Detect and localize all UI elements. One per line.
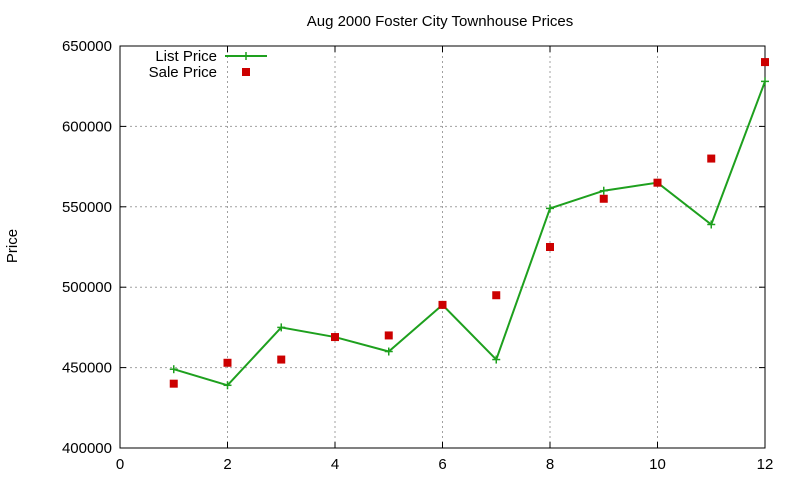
y-tick-label: 550000 bbox=[62, 199, 112, 216]
list-price-point bbox=[761, 77, 769, 86]
y-tick-label: 650000 bbox=[62, 38, 112, 55]
legend-label: Sale Price bbox=[149, 64, 217, 81]
sale-price-point bbox=[707, 154, 716, 163]
legend-label: List Price bbox=[155, 48, 217, 65]
series-sale-price bbox=[169, 58, 769, 388]
x-tick-label: 6 bbox=[438, 456, 446, 473]
axis-ticks: 0 2 4 6 8 10 12 400000 450000 500000 550000 600000 6… bbox=[62, 38, 773, 473]
list-price-point bbox=[384, 347, 393, 356]
x-tick-label: 10 bbox=[649, 456, 666, 473]
y-axis-label: Price bbox=[4, 229, 21, 263]
series-layer bbox=[169, 58, 769, 390]
list-price-point bbox=[599, 186, 608, 195]
list-price-point bbox=[169, 365, 178, 374]
sale-price-point bbox=[492, 291, 501, 300]
y-tick-label: 500000 bbox=[62, 279, 112, 296]
list-price-line bbox=[173, 81, 766, 387]
y-tick-label: 600000 bbox=[62, 118, 112, 135]
list-price-point bbox=[492, 355, 501, 364]
y-tick-label: 450000 bbox=[62, 360, 112, 377]
legend-square-marker bbox=[242, 68, 250, 76]
x-tick-label: 0 bbox=[116, 456, 124, 473]
legend-plus-marker bbox=[242, 52, 250, 60]
x-tick-label: 8 bbox=[546, 456, 554, 473]
sale-price-point bbox=[384, 331, 393, 340]
list-price-point bbox=[546, 204, 554, 213]
sale-price-point bbox=[277, 355, 286, 364]
sale-price-point bbox=[223, 358, 232, 367]
sale-price-point bbox=[331, 333, 339, 342]
grid-lines bbox=[120, 46, 765, 448]
x-tick-label: 2 bbox=[223, 456, 231, 473]
sale-price-point bbox=[599, 194, 608, 203]
chart-title: Aug 2000 Foster City Townhouse Prices bbox=[307, 13, 574, 30]
x-tick-label: 4 bbox=[331, 456, 339, 473]
list-price-point bbox=[707, 220, 716, 229]
sale-price-point bbox=[169, 379, 178, 388]
list-price-point bbox=[277, 323, 286, 332]
sale-price-point bbox=[761, 58, 769, 67]
x-tick-label: 12 bbox=[757, 456, 774, 473]
sale-price-point bbox=[438, 300, 447, 309]
series-list-price bbox=[169, 77, 769, 390]
y-tick-label: 400000 bbox=[62, 440, 112, 457]
list-price-point bbox=[223, 381, 232, 390]
sale-price-point bbox=[546, 243, 554, 251]
sale-price-point bbox=[653, 178, 662, 187]
